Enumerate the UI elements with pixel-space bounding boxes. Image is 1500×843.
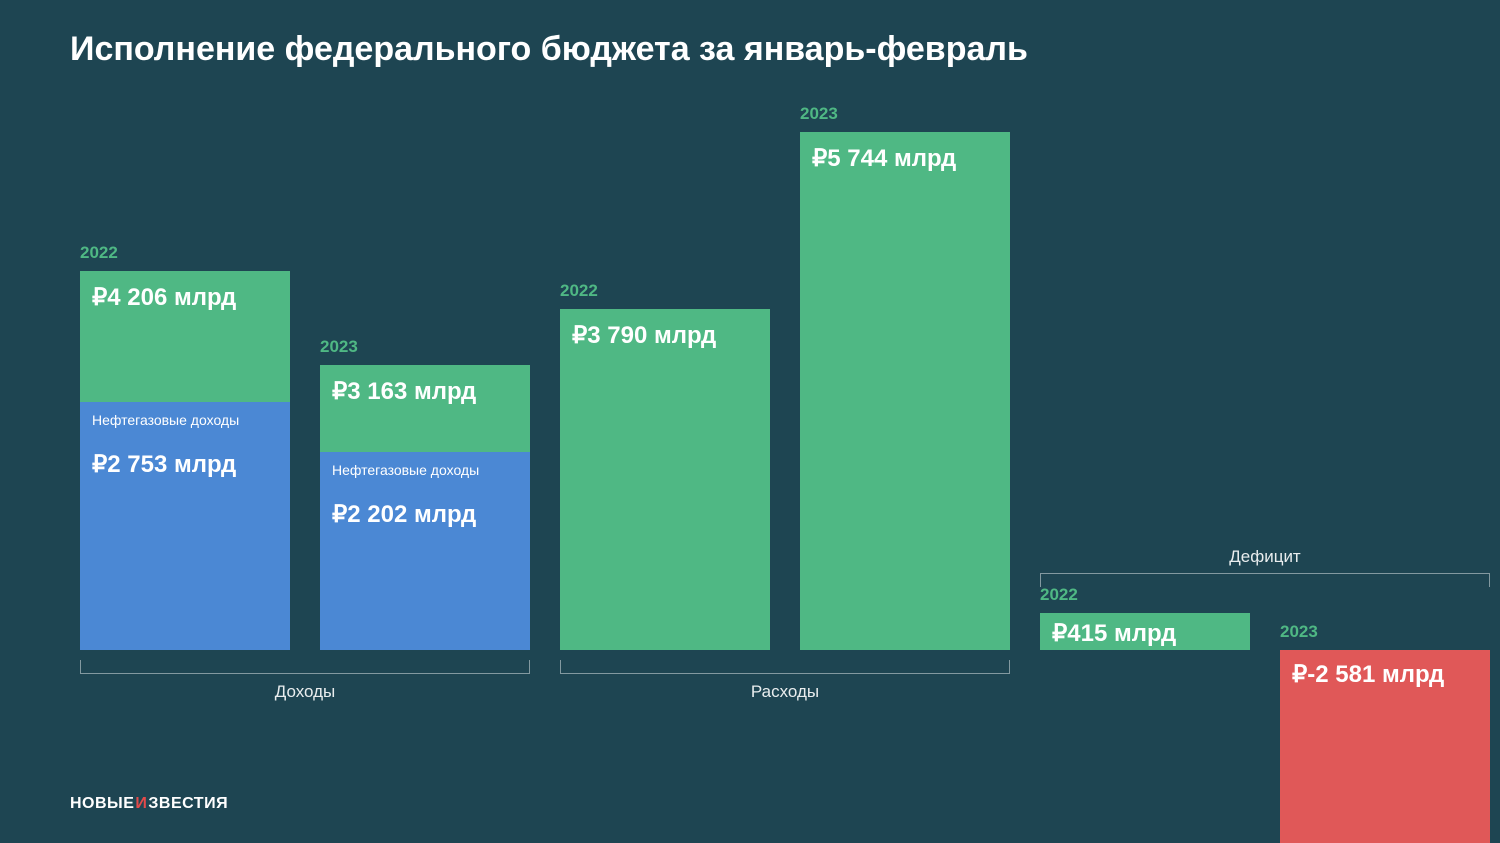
value-income-0: ₽4 206 млрд: [92, 283, 236, 312]
value-deficit-0: ₽415 млрд: [1052, 619, 1176, 648]
subbar-income-0: [80, 402, 290, 650]
subvalue-income-0: ₽2 753 млрд: [92, 450, 236, 479]
subtitle-income-1: Нефтегазовые доходы: [332, 462, 522, 480]
year-expenses-1: 2023: [800, 104, 838, 124]
subtitle-income-0: Нефтегазовые доходы: [92, 412, 282, 430]
year-income-0: 2022: [80, 243, 118, 263]
value-expenses-0: ₽3 790 млрд: [572, 321, 716, 350]
value-deficit-1: ₽-2 581 млрд: [1292, 660, 1444, 689]
logo-part1: НОВЫЕ: [70, 795, 134, 812]
bracket-expenses: [560, 660, 1010, 674]
year-expenses-0: 2022: [560, 281, 598, 301]
group-label-expenses: Расходы: [560, 682, 1010, 702]
logo-part2: ЗВЕСТИЯ: [148, 795, 228, 812]
bar-expenses-1: [800, 132, 1010, 650]
value-expenses-1: ₽5 744 млрд: [812, 144, 956, 173]
subbar-income-1: [320, 452, 530, 650]
year-deficit-0: 2022: [1040, 585, 1078, 605]
logo-accent: И: [135, 795, 147, 812]
year-income-1: 2023: [320, 337, 358, 357]
value-income-1: ₽3 163 млрд: [332, 377, 476, 406]
group-label-deficit: Дефицит: [1040, 547, 1490, 567]
group-label-income: Доходы: [80, 682, 530, 702]
bracket-income: [80, 660, 530, 674]
bar-expenses-0: [560, 309, 770, 650]
bracket-deficit: [1040, 573, 1490, 587]
budget-chart: 2022 ₽4 206 млрд Нефтегазовые доходы ₽2 753…: [0, 0, 1500, 843]
year-deficit-1: 2023: [1280, 622, 1318, 642]
subvalue-income-1: ₽2 202 млрд: [332, 500, 476, 529]
source-logo: НОВЫЕИЗВЕСТИЯ: [70, 795, 228, 813]
